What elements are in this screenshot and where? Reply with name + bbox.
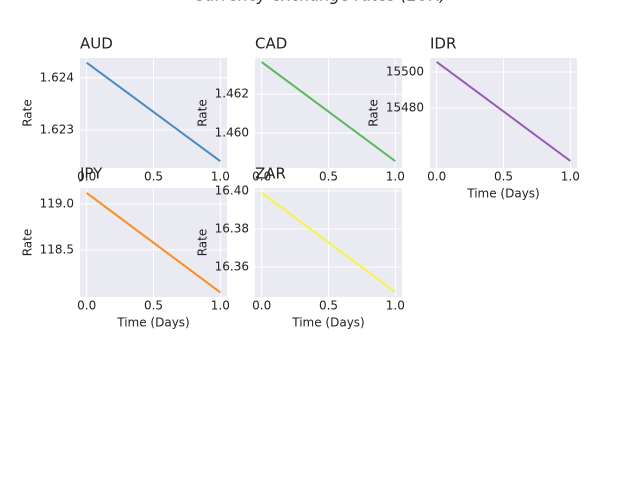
x-tick-label: 0.5 bbox=[319, 299, 338, 313]
y-tick-label: 1.624 bbox=[40, 70, 74, 84]
y-axis-label: Rate bbox=[21, 229, 35, 257]
subplot-title: IDR bbox=[430, 35, 456, 53]
x-tick-label: 1.0 bbox=[386, 299, 405, 313]
x-tick-label: 0.0 bbox=[77, 299, 96, 313]
y-axis-label: Rate bbox=[196, 99, 210, 127]
x-axis-label: Time (Days) bbox=[466, 187, 540, 201]
y-tick-label: 119.0 bbox=[40, 197, 74, 211]
y-tick-label: 16.38 bbox=[215, 222, 249, 236]
subplot: 0.0 0.5 1.0 1.623 1.624 AUD Rate bbox=[21, 35, 230, 184]
x-tick-label: 0.5 bbox=[319, 170, 338, 184]
x-tick-label: 1.0 bbox=[561, 170, 580, 184]
x-tick-label: 1.0 bbox=[386, 170, 405, 184]
y-tick-label: 118.5 bbox=[40, 243, 74, 257]
line bbox=[261, 192, 396, 293]
x-tick-label: 0.5 bbox=[144, 170, 163, 184]
x-tick-label: 0.0 bbox=[427, 170, 446, 184]
y-axis-label: Rate bbox=[21, 99, 35, 127]
y-tick-label: 16.40 bbox=[215, 184, 249, 198]
x-tick-label: 0.0 bbox=[77, 170, 96, 184]
line bbox=[86, 192, 221, 294]
x-tick-label: 1.0 bbox=[211, 170, 230, 184]
subplot-title: JPY bbox=[79, 165, 103, 183]
y-axis-label: Rate bbox=[196, 229, 210, 257]
x-tick-label: 0.0 bbox=[252, 170, 271, 184]
line bbox=[436, 61, 571, 162]
subplot-title: AUD bbox=[80, 35, 113, 53]
x-tick-label: 1.0 bbox=[211, 299, 230, 313]
line bbox=[261, 61, 396, 162]
subplot: 0.0 0.5 1.0 118.5 119.0 JPY Rate Time (Days) bbox=[21, 165, 230, 330]
y-axis-label: Rate bbox=[367, 99, 381, 127]
figure-title: Currency exchange rates (EUR) bbox=[194, 0, 446, 5]
y-tick-label: 1.460 bbox=[215, 126, 249, 140]
x-axis-label: Time (Days) bbox=[291, 316, 365, 330]
subplot: 0.0 0.5 1.0 15480 15500 IDR Rate Time (Days) bbox=[367, 35, 580, 201]
x-axis-label: Time (Days) bbox=[116, 316, 190, 330]
y-tick-label: 15480 bbox=[386, 101, 424, 115]
x-tick-label: 0.5 bbox=[494, 170, 513, 184]
subplot: 0.0 0.5 1.0 1.460 1.462 CAD Rate bbox=[196, 35, 405, 184]
y-tick-label: 15500 bbox=[386, 65, 424, 79]
subplot: 0.0 0.5 1.0 16.36 16.38 16.40 ZAR Rate Time (Day… bbox=[196, 165, 405, 330]
y-tick-label: 1.623 bbox=[40, 122, 74, 136]
subplot-title: ZAR bbox=[255, 165, 286, 183]
y-tick-label: 16.36 bbox=[215, 259, 249, 273]
x-tick-label: 0.0 bbox=[252, 299, 271, 313]
x-tick-label: 0.5 bbox=[144, 299, 163, 313]
line bbox=[86, 61, 221, 163]
subplot-title: CAD bbox=[255, 35, 287, 53]
y-tick-label: 1.462 bbox=[215, 87, 249, 101]
